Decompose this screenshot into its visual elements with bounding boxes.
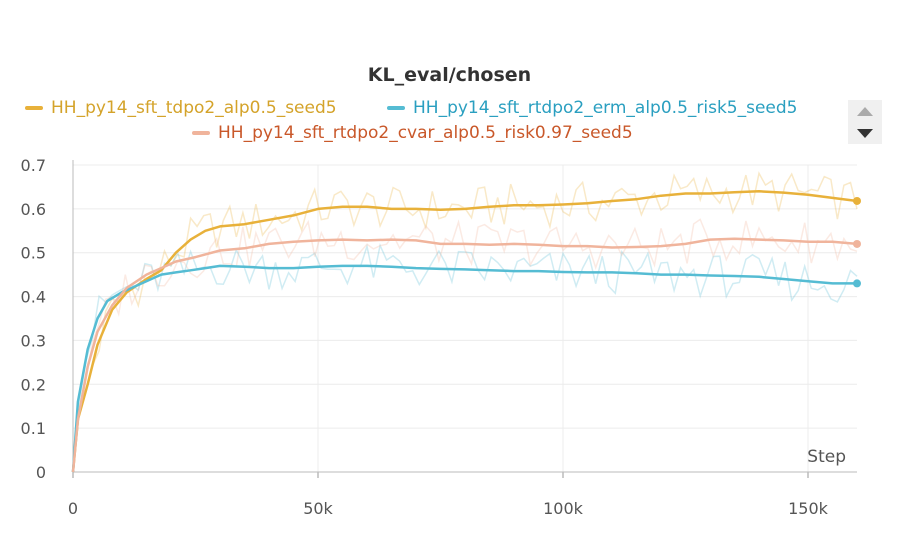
x-axis-label: Step bbox=[807, 447, 846, 467]
triangle-down-icon bbox=[857, 128, 873, 138]
legend-item-tdpo2[interactable]: HH_py14_sft_tdpo2_alp0.5_seed5 bbox=[25, 98, 337, 118]
chart-title: KL_eval/chosen bbox=[367, 64, 532, 86]
legend-item-cvar[interactable]: HH_py14_sft_rtdpo2_cvar_alp0.5_risk0.97_… bbox=[192, 123, 633, 143]
legend-item-erm[interactable]: HH_py14_sft_rtdpo2_erm_alp0.5_risk5_seed… bbox=[387, 98, 798, 118]
series-line bbox=[71, 190, 858, 473]
y-tick-label: 0.4 bbox=[21, 288, 46, 307]
x-tick-label: 50k bbox=[303, 499, 333, 518]
legend-label-tdpo2: HH_py14_sft_tdpo2_alp0.5_seed5 bbox=[51, 98, 337, 118]
legend-swatch-cvar bbox=[192, 131, 210, 135]
legend-swatch-erm bbox=[387, 106, 405, 110]
y-tick-label: 0.6 bbox=[21, 200, 46, 219]
series-line bbox=[71, 237, 858, 473]
series-end-marker bbox=[853, 279, 861, 288]
y-tick-label: 0.5 bbox=[21, 244, 46, 263]
legend-label-erm: HH_py14_sft_rtdpo2_erm_alp0.5_risk5_seed… bbox=[413, 98, 798, 118]
y-tick-label: 0.7 bbox=[21, 156, 46, 175]
x-tick-label: 0 bbox=[68, 499, 78, 518]
series-raw-line bbox=[72, 171, 858, 473]
y-tick-label: 0.3 bbox=[21, 331, 46, 350]
series-end-marker bbox=[853, 239, 861, 248]
x-tick-label: 150k bbox=[788, 499, 829, 518]
legend-label-cvar: HH_py14_sft_rtdpo2_cvar_alp0.5_risk0.97_… bbox=[218, 123, 633, 143]
legend-swatch-tdpo2 bbox=[25, 106, 43, 110]
y-tick-label: 0.1 bbox=[21, 419, 46, 438]
triangle-up-icon bbox=[857, 106, 873, 116]
series-raw-line bbox=[72, 242, 858, 473]
y-tick-label: 0.2 bbox=[21, 375, 46, 394]
series-line bbox=[71, 264, 857, 473]
legend-scroll-up-button[interactable] bbox=[848, 100, 882, 122]
series-end-marker bbox=[853, 196, 861, 205]
y-tick-label: 0 bbox=[36, 463, 46, 482]
series-raw-line bbox=[72, 218, 858, 473]
legend-scroll-down-button[interactable] bbox=[848, 122, 882, 144]
x-tick-label: 100k bbox=[543, 499, 584, 518]
